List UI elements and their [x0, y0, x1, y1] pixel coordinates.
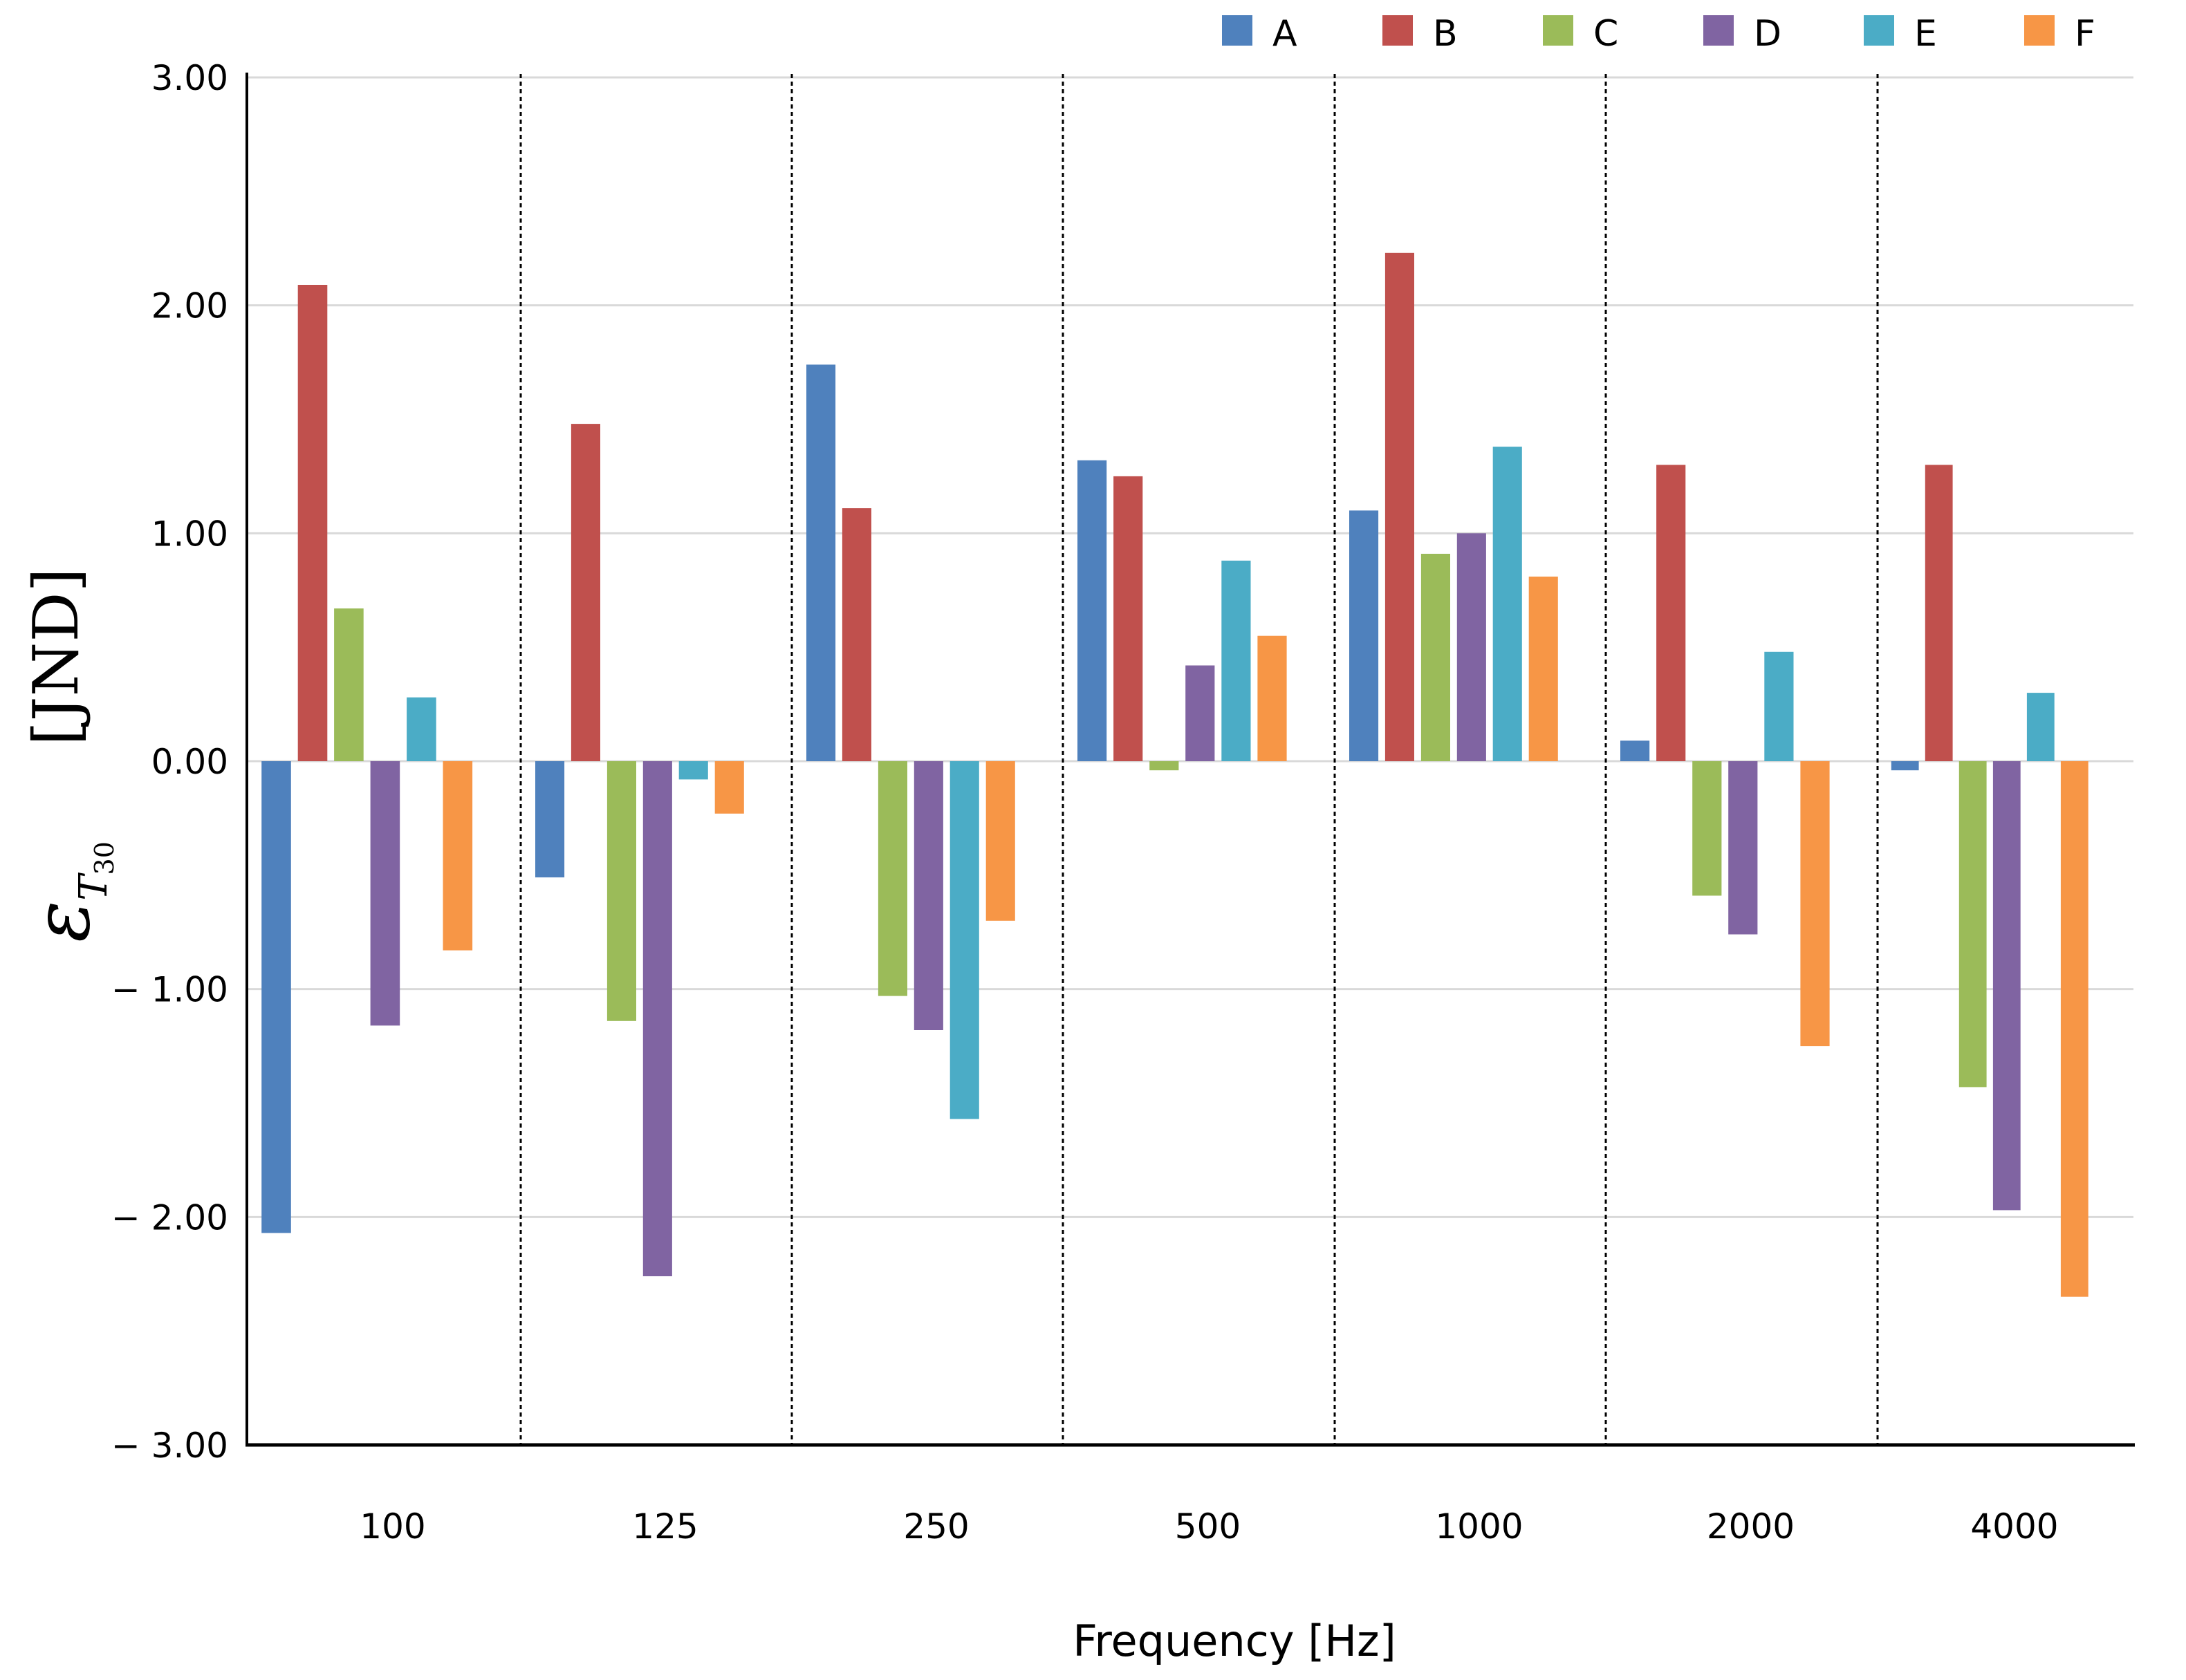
bar-d-125 — [642, 761, 672, 1276]
bar-c-125 — [606, 761, 636, 1021]
x-tick-label-1000: 1000 — [1435, 1506, 1523, 1547]
x-tick-label-125: 125 — [632, 1506, 698, 1547]
y-tick-label: − 1.00 — [111, 970, 228, 1010]
bar-f-250 — [985, 761, 1015, 921]
axes — [246, 73, 2135, 1447]
bar-a-2000 — [1620, 740, 1650, 761]
bar-e-1000 — [1492, 447, 1522, 761]
bar-e-500 — [1221, 560, 1251, 761]
bar-d-4000 — [1992, 761, 2021, 1211]
bar-c-2000 — [1692, 761, 1722, 896]
bar-f-500 — [1257, 635, 1287, 761]
legend-label-d: D — [1754, 13, 1781, 55]
legend-swatch-e — [1864, 15, 1894, 46]
legend-label-a: A — [1272, 13, 1297, 55]
bar-a-100 — [261, 761, 291, 1233]
gridlines — [247, 76, 2133, 1218]
bar-a-1000 — [1349, 510, 1379, 761]
y-tick-label: − 3.00 — [111, 1426, 228, 1466]
y-axis-title-unit: [JND] — [20, 568, 93, 745]
y-tick-labels: 3.00 2.00 1.00 0.00 − 1.00 − 2.00 − 3.00 — [111, 58, 228, 1466]
bar-f-1000 — [1528, 577, 1558, 761]
bar-b-125 — [571, 424, 600, 761]
x-tick-label-100: 100 — [360, 1506, 425, 1547]
bar-c-4000 — [1958, 761, 1987, 1088]
y-tick-label: 2.00 — [151, 286, 228, 326]
y-tick-label: 1.00 — [151, 514, 228, 554]
y-tick-label: 3.00 — [151, 58, 228, 98]
x-axis-title: Frequency [Hz] — [1073, 1616, 1396, 1666]
legend-swatch-b — [1382, 15, 1413, 46]
svg-text:εT30: εT30 — [17, 841, 120, 942]
bar-b-1000 — [1384, 252, 1414, 761]
bar-a-4000 — [1891, 761, 1919, 771]
group-separators — [519, 74, 1879, 1445]
x-tick-label-4000: 4000 — [1970, 1506, 2058, 1547]
bar-b-100 — [297, 285, 328, 761]
x-tick-label-2000: 2000 — [1707, 1506, 1795, 1547]
bar-a-125 — [535, 761, 565, 878]
legend-label-b: B — [1433, 13, 1458, 55]
y-axis-title-subscript: T — [71, 872, 116, 901]
bar-d-250 — [914, 761, 943, 1030]
bar-a-250 — [806, 364, 836, 761]
bar-c-1000 — [1420, 554, 1450, 761]
bar-b-500 — [1113, 476, 1143, 761]
bar-f-125 — [714, 761, 744, 814]
legend: A B C D E F — [1222, 13, 2095, 55]
legend-swatch-c — [1543, 15, 1573, 46]
bar-e-250 — [950, 761, 979, 1119]
bar-a-500 — [1077, 460, 1107, 761]
y-axis-title-symbol: ε — [17, 901, 107, 942]
bar-e-4000 — [2026, 693, 2055, 761]
bar-e-2000 — [1764, 651, 1794, 761]
bar-d-1000 — [1456, 533, 1486, 761]
y-tick-label: − 2.00 — [111, 1197, 228, 1238]
bar-d-2000 — [1728, 761, 1758, 935]
bar-c-100 — [334, 608, 364, 761]
bar-f-100 — [443, 761, 473, 951]
x-tick-labels: 100 125 250 500 1000 2000 4000 — [360, 1506, 2058, 1547]
x-tick-label-500: 500 — [1175, 1506, 1241, 1547]
bar-e-125 — [678, 761, 708, 780]
bar-d-100 — [370, 761, 400, 1026]
y-tick-label: 0.00 — [151, 742, 228, 782]
bar-d-500 — [1185, 665, 1215, 761]
bar-c-500 — [1149, 761, 1179, 771]
legend-label-f: F — [2075, 13, 2095, 55]
legend-swatch-f — [2024, 15, 2055, 46]
bar-b-2000 — [1656, 465, 1686, 761]
legend-label-c: C — [1593, 13, 1618, 55]
y-axis-title-subscript-index: 30 — [89, 841, 120, 875]
bar-b-4000 — [1925, 465, 1953, 761]
bar-f-2000 — [1800, 761, 1830, 1047]
legend-swatch-d — [1703, 15, 1734, 46]
y-axis-title: εT30 [JND] — [17, 568, 120, 942]
bar-c-250 — [878, 761, 907, 996]
legend-swatch-a — [1222, 15, 1252, 46]
bar-e-100 — [407, 697, 436, 761]
bar-f-4000 — [2060, 761, 2088, 1297]
legend-label-e: E — [1914, 13, 1937, 55]
bar-b-250 — [842, 508, 871, 761]
bars — [261, 252, 2088, 1297]
x-tick-label-250: 250 — [903, 1506, 969, 1547]
